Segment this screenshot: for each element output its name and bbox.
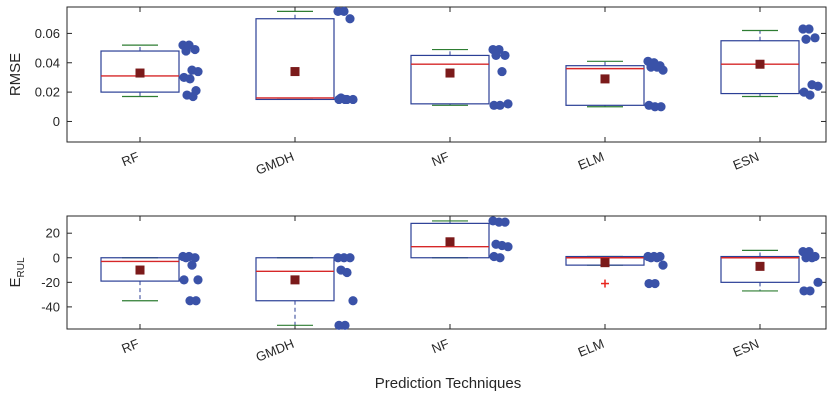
y-tick-label: 0.06	[35, 26, 60, 41]
mean-marker	[600, 74, 610, 84]
y-tick-label: 0	[53, 114, 60, 129]
data-point	[658, 260, 668, 270]
data-point	[503, 99, 513, 109]
category-label: RF	[119, 149, 141, 169]
data-point	[491, 50, 501, 61]
mean-marker	[600, 258, 610, 268]
data-point	[191, 296, 201, 306]
data-point	[805, 286, 815, 296]
box-iqr	[565, 65, 645, 106]
rmse-panel: 0 0.02 0.04 0.06 RMSE RF GMDH NF ELM ESN	[7, 6, 827, 178]
data-point	[500, 50, 510, 61]
category-label: NF	[429, 336, 451, 356]
plot-frame	[66, 215, 827, 330]
box-iqr	[255, 18, 335, 101]
data-point	[497, 66, 507, 77]
x-axis-label: Prediction Techniques	[375, 375, 521, 392]
data-point	[185, 74, 195, 84]
mean-marker	[445, 237, 455, 247]
data-point	[658, 65, 668, 75]
data-point	[813, 277, 823, 287]
mean-marker	[290, 67, 300, 77]
data-point	[179, 275, 189, 285]
y-axis-label-subscript: RUL	[16, 257, 27, 277]
category-label: ELM	[576, 336, 606, 360]
data-point	[810, 33, 820, 43]
y-axis-label: ERUL	[7, 257, 27, 287]
mean-marker	[445, 68, 455, 78]
box-iqr	[410, 222, 490, 259]
data-point	[340, 320, 350, 330]
category-label: GMDH	[254, 149, 296, 178]
data-point	[345, 253, 355, 263]
box-iqr	[255, 257, 335, 302]
data-point	[339, 6, 349, 17]
y-tick-label: 20	[46, 226, 60, 241]
data-point	[181, 46, 191, 56]
data-point	[187, 260, 197, 270]
category-label: ESN	[731, 336, 761, 360]
plot-frame	[66, 6, 827, 143]
data-point	[805, 90, 815, 100]
data-point	[495, 253, 505, 263]
data-point	[804, 24, 814, 34]
data-point	[340, 94, 350, 105]
y-tick-label: 0.04	[35, 55, 60, 70]
data-point	[495, 100, 505, 110]
data-point	[807, 253, 817, 263]
data-point	[188, 91, 198, 102]
data-point	[345, 14, 355, 24]
box-iqr	[720, 40, 800, 95]
box-iqr	[720, 255, 800, 283]
y-tick-label: 0	[53, 250, 60, 265]
category-label: GMDH	[254, 336, 296, 365]
y-axis-label: RMSE	[7, 53, 24, 96]
category-label: NF	[429, 149, 451, 169]
data-point	[813, 81, 823, 91]
data-point	[650, 278, 660, 289]
box-iqr	[100, 257, 180, 282]
box-iqr	[410, 54, 490, 105]
data-point	[348, 296, 358, 306]
data-point	[190, 44, 200, 55]
data-point	[503, 242, 513, 252]
data-point	[348, 94, 358, 105]
mean-marker	[290, 275, 300, 285]
data-point	[193, 66, 203, 77]
data-point	[193, 275, 203, 285]
data-point	[342, 267, 352, 278]
data-point	[801, 34, 811, 44]
data-point	[652, 253, 662, 263]
data-point	[656, 102, 666, 112]
category-label: ELM	[576, 149, 606, 173]
erul-panel: -40 -20 0 20 ERUL RF GMDH NF ELM ESN	[7, 215, 827, 365]
mean-marker	[755, 261, 765, 271]
category-label: ESN	[731, 149, 761, 173]
mean-marker	[755, 59, 765, 69]
data-point	[181, 253, 191, 263]
mean-marker	[135, 265, 145, 275]
data-point	[500, 217, 510, 227]
y-tick-label: -20	[41, 275, 60, 290]
data-point	[190, 253, 200, 263]
box-iqr	[100, 50, 180, 93]
y-tick-label: 0.02	[35, 85, 60, 100]
category-label: RF	[119, 336, 141, 356]
y-tick-label: -40	[41, 299, 60, 314]
mean-marker	[135, 68, 145, 78]
